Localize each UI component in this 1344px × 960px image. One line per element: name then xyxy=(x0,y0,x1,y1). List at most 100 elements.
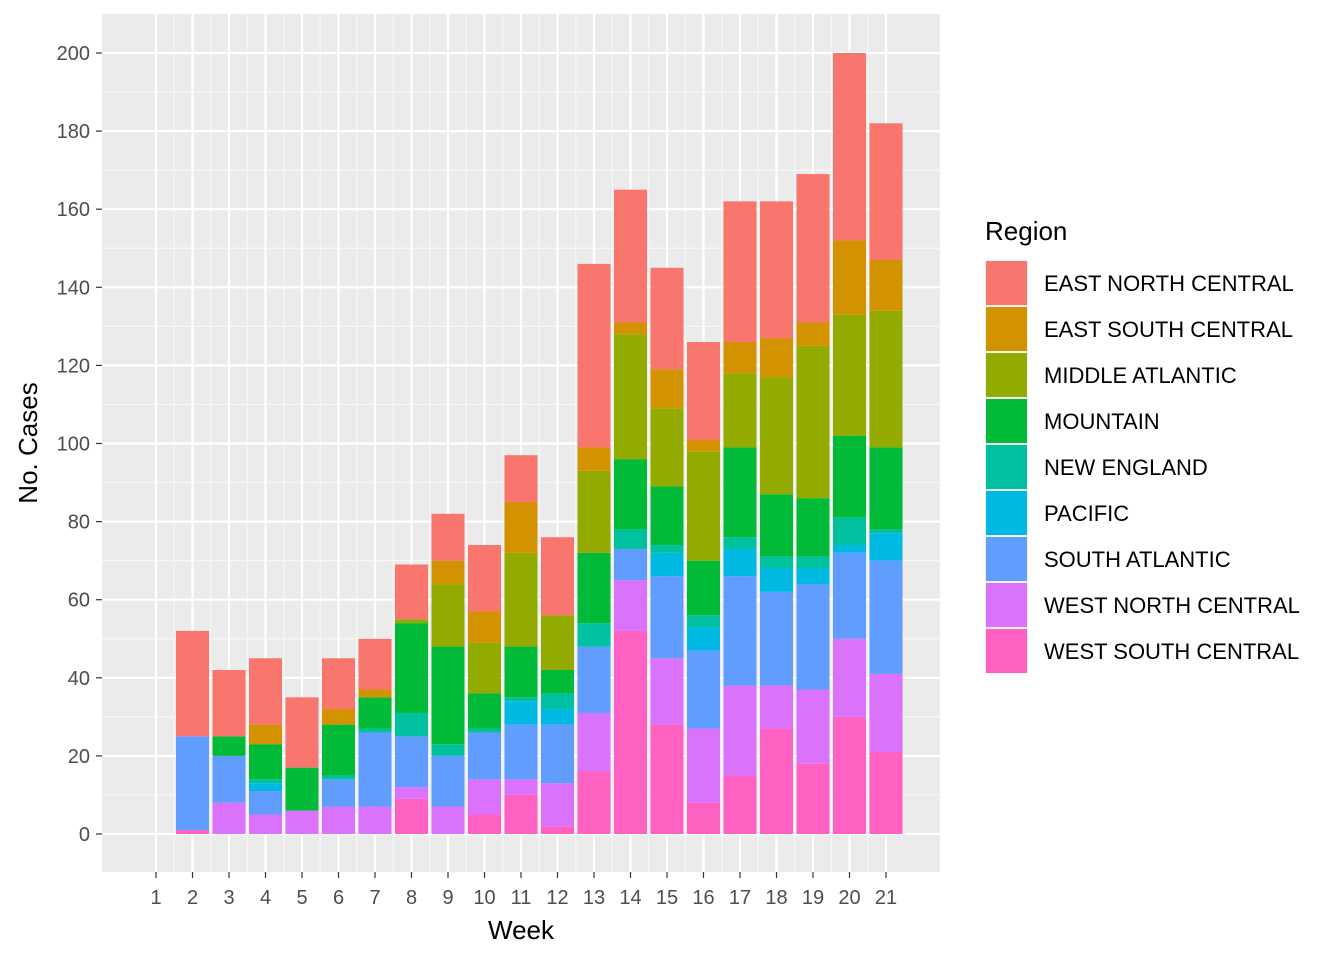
x-tick-label: 6 xyxy=(333,887,344,909)
bar-segment xyxy=(468,779,501,815)
bar-segment xyxy=(833,716,866,834)
bar-segment xyxy=(322,775,355,780)
y-tick-label: 20 xyxy=(68,746,90,768)
bar-segment xyxy=(650,267,684,370)
bar-segment xyxy=(468,814,501,834)
bar-segment xyxy=(468,732,501,780)
bar-segment xyxy=(796,689,830,764)
x-tick-label: 16 xyxy=(692,887,714,909)
bar-segment xyxy=(504,697,538,702)
bar-segment xyxy=(614,459,647,530)
bar-segment xyxy=(358,689,392,698)
bar-segment xyxy=(541,615,574,670)
bar-segment xyxy=(650,658,684,725)
legend-swatch xyxy=(986,307,1027,351)
bar-segment xyxy=(650,486,684,546)
x-tick-label: 2 xyxy=(187,887,198,909)
bar-segment xyxy=(869,310,903,448)
legend-label: EAST NORTH CENTRAL xyxy=(1044,271,1294,296)
bar-segment xyxy=(322,724,355,776)
x-tick-label: 9 xyxy=(442,887,453,909)
x-tick-label: 20 xyxy=(838,887,860,909)
bar-segment xyxy=(577,623,611,647)
bar-segment xyxy=(541,537,574,616)
bar-segment xyxy=(322,709,355,725)
legend-label: NEW ENGLAND xyxy=(1044,455,1208,480)
bar-segment xyxy=(614,548,647,581)
bar-segment xyxy=(358,732,392,807)
bar-segment xyxy=(504,794,538,834)
y-axis-title: No. Cases xyxy=(13,382,43,503)
bar-segment xyxy=(723,685,757,776)
bar-segment xyxy=(760,201,793,339)
bar-segment xyxy=(687,341,720,440)
bar-segment xyxy=(431,646,465,745)
bar-segment xyxy=(431,755,465,807)
bar-segment xyxy=(687,615,720,628)
bar-segment xyxy=(723,548,757,577)
bar-segment xyxy=(212,755,246,803)
bar-segment xyxy=(212,736,246,756)
bar-segment xyxy=(322,779,355,807)
x-tick-label: 14 xyxy=(619,887,641,909)
bar-segment xyxy=(614,322,647,335)
bar-segment xyxy=(577,263,611,448)
bar-segment xyxy=(796,568,830,585)
bar-segment xyxy=(358,806,392,834)
bar-segment xyxy=(723,341,757,374)
bar-segment xyxy=(869,123,903,260)
bar-segment xyxy=(541,669,574,694)
x-tick-label: 21 xyxy=(875,887,897,909)
bar-segment xyxy=(796,584,830,690)
bar-segment xyxy=(796,345,830,499)
bar-segment xyxy=(504,455,538,503)
bar-segment xyxy=(468,728,501,733)
bar-segment xyxy=(577,447,611,471)
bar-segment xyxy=(249,744,282,780)
bar-segment xyxy=(833,435,866,518)
bar-segment xyxy=(431,806,465,834)
bar-segment xyxy=(723,373,757,448)
legend-swatch xyxy=(986,583,1027,627)
bar-segment xyxy=(723,201,757,342)
bar-segment xyxy=(176,630,209,737)
bar-segment xyxy=(431,744,465,756)
y-tick-label: 80 xyxy=(68,512,90,534)
y-axis: 0 20 40 60 80 100 120 140 160 180 200 xyxy=(57,43,102,846)
bar-segment xyxy=(249,783,282,792)
bar-segment xyxy=(869,560,903,674)
bar-segment xyxy=(395,564,428,620)
y-tick-label: 160 xyxy=(57,199,90,221)
y-tick-label: 100 xyxy=(57,434,90,456)
bar-segment xyxy=(249,658,282,725)
legend-label: PACIFIC xyxy=(1044,501,1129,526)
bar-segment xyxy=(395,736,428,788)
legend-swatch xyxy=(986,399,1027,443)
bar-segment xyxy=(650,552,684,577)
bar-segment xyxy=(614,529,647,549)
x-tick-label: 18 xyxy=(765,887,787,909)
bar-segment xyxy=(687,802,720,834)
bar-segment xyxy=(176,736,209,831)
x-tick-label: 11 xyxy=(511,887,532,909)
bar-segment xyxy=(869,533,903,561)
bar-segment xyxy=(395,623,428,713)
bar-segment xyxy=(760,338,793,378)
bar-segment xyxy=(358,697,392,729)
bar-segment xyxy=(869,751,903,834)
bar-segment xyxy=(285,697,319,768)
legend-label: EAST SOUTH CENTRAL xyxy=(1044,317,1293,342)
bar-segment xyxy=(577,646,611,713)
bar-segment xyxy=(541,724,574,784)
bar-segment xyxy=(723,576,757,686)
bar-segment xyxy=(395,798,428,834)
y-tick-label: 140 xyxy=(57,277,90,299)
bar-segment xyxy=(395,619,428,624)
bar-segment xyxy=(796,763,830,834)
bar-segment xyxy=(504,552,538,647)
bar-segment xyxy=(577,470,611,553)
bar-segment xyxy=(504,646,538,698)
legend-swatch xyxy=(986,491,1027,535)
x-tick-label: 7 xyxy=(369,887,380,909)
